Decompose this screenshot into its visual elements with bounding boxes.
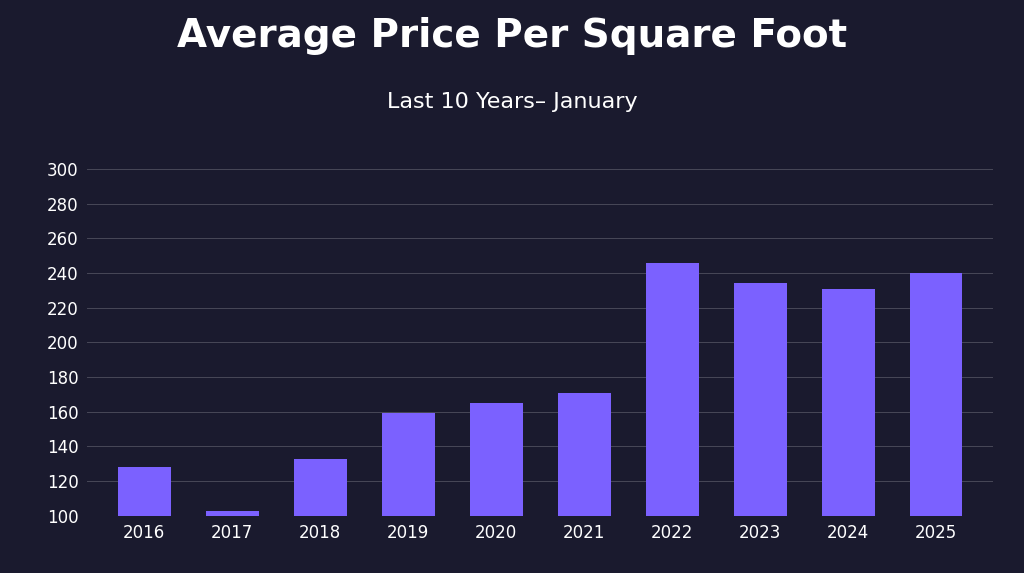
Text: Last 10 Years– January: Last 10 Years– January xyxy=(387,92,637,112)
Bar xyxy=(558,393,610,516)
Bar xyxy=(821,289,874,516)
Bar xyxy=(909,273,963,516)
Bar xyxy=(646,262,698,516)
Bar xyxy=(206,511,259,516)
Bar xyxy=(382,414,434,516)
Bar xyxy=(470,403,522,516)
Text: Average Price Per Square Foot: Average Price Per Square Foot xyxy=(177,17,847,55)
Bar xyxy=(734,284,786,516)
Bar xyxy=(294,458,346,516)
Bar xyxy=(118,467,171,516)
